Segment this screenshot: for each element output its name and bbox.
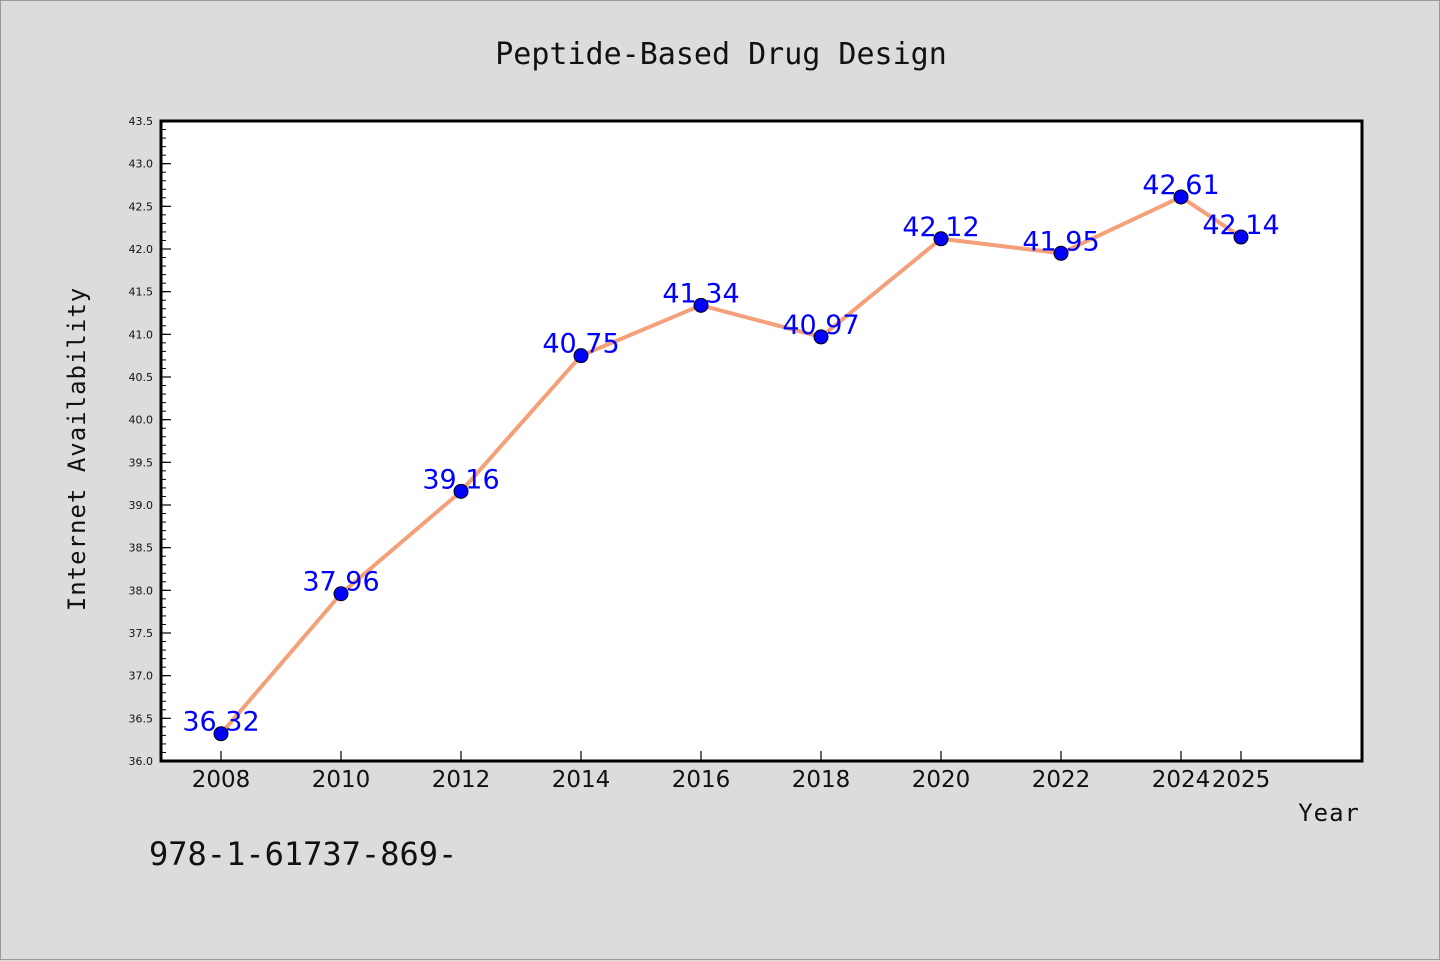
data-point: [213, 726, 229, 742]
y-tick-label: 41.5: [129, 286, 154, 299]
data-label: 42.14: [1202, 210, 1279, 241]
x-tick-label: 2018: [792, 767, 851, 793]
x-tick-label: 2016: [672, 767, 731, 793]
x-tick-label: 2024: [1152, 767, 1211, 793]
data-label: 39.16: [422, 464, 499, 495]
data-label: 42.61: [1142, 170, 1219, 201]
data-point: [693, 297, 709, 313]
data-point: [573, 348, 589, 364]
x-tick-label: 2008: [192, 767, 251, 793]
y-tick-label: 38.0: [129, 584, 154, 597]
plot-area: [159, 119, 1364, 763]
data-point: [333, 586, 349, 602]
y-tick-label: 37.5: [129, 627, 154, 640]
x-tick-label: 2025: [1212, 767, 1271, 793]
x-tick-label: 2014: [552, 767, 611, 793]
y-tick-label: 42.5: [129, 200, 154, 213]
y-tick-label: 36.5: [129, 712, 154, 725]
x-tick-label: 2012: [432, 767, 491, 793]
data-label: 41.95: [1022, 226, 1099, 257]
data-point: [1053, 245, 1069, 261]
data-label: 37.96: [302, 567, 379, 598]
data-label: 40.97: [782, 310, 859, 341]
y-tick-label: 37.0: [129, 670, 154, 683]
y-tick-label: 39.0: [129, 499, 154, 512]
data-label: 36.32: [182, 707, 259, 738]
y-tick-label: 43.5: [129, 115, 154, 128]
data-point: [813, 329, 829, 345]
data-label: 41.34: [662, 278, 739, 309]
y-tick-label: 38.5: [129, 542, 154, 555]
x-tick-label: 2020: [912, 767, 971, 793]
series-line: [219, 194, 1243, 735]
data-point: [453, 483, 469, 499]
x-tick-label: 2010: [312, 767, 371, 793]
data-series: 36.32 37.96 39.16 40.75 41.34 40.97 42.12 41.95…: [182, 170, 1280, 742]
y-tick-label: 39.5: [129, 456, 154, 469]
y-tick-label: 40.5: [129, 371, 154, 384]
data-point: [933, 231, 949, 247]
x-axis: 2008 2010 2012 2014 2016 2018 2020 2022 2024 2025: [192, 751, 1271, 793]
y-axis: 36.0 36.5 37.0 37.5 38.0 38.5 39.0 39.5 40.0 40.5…: [129, 115, 171, 768]
data-label: 40.75: [542, 329, 619, 360]
data-point: [1233, 229, 1249, 245]
y-tick-label: 40.0: [129, 414, 154, 427]
y-tick-label: 42.0: [129, 243, 154, 256]
y-tick-label: 41.0: [129, 328, 154, 341]
y-tick-label: 43.0: [129, 158, 154, 171]
chart-title: Peptide-Based Drug Design: [495, 37, 947, 72]
footer-text: 978-1-61737-869-: [149, 835, 457, 873]
data-label: 42.12: [902, 212, 979, 243]
x-tick-label: 2022: [1032, 767, 1091, 793]
x-axis-label: Year: [1298, 799, 1360, 827]
y-axis-label: Internet Availability: [63, 287, 91, 611]
data-point: [1173, 189, 1189, 205]
y-tick-label: 36.0: [129, 755, 154, 768]
